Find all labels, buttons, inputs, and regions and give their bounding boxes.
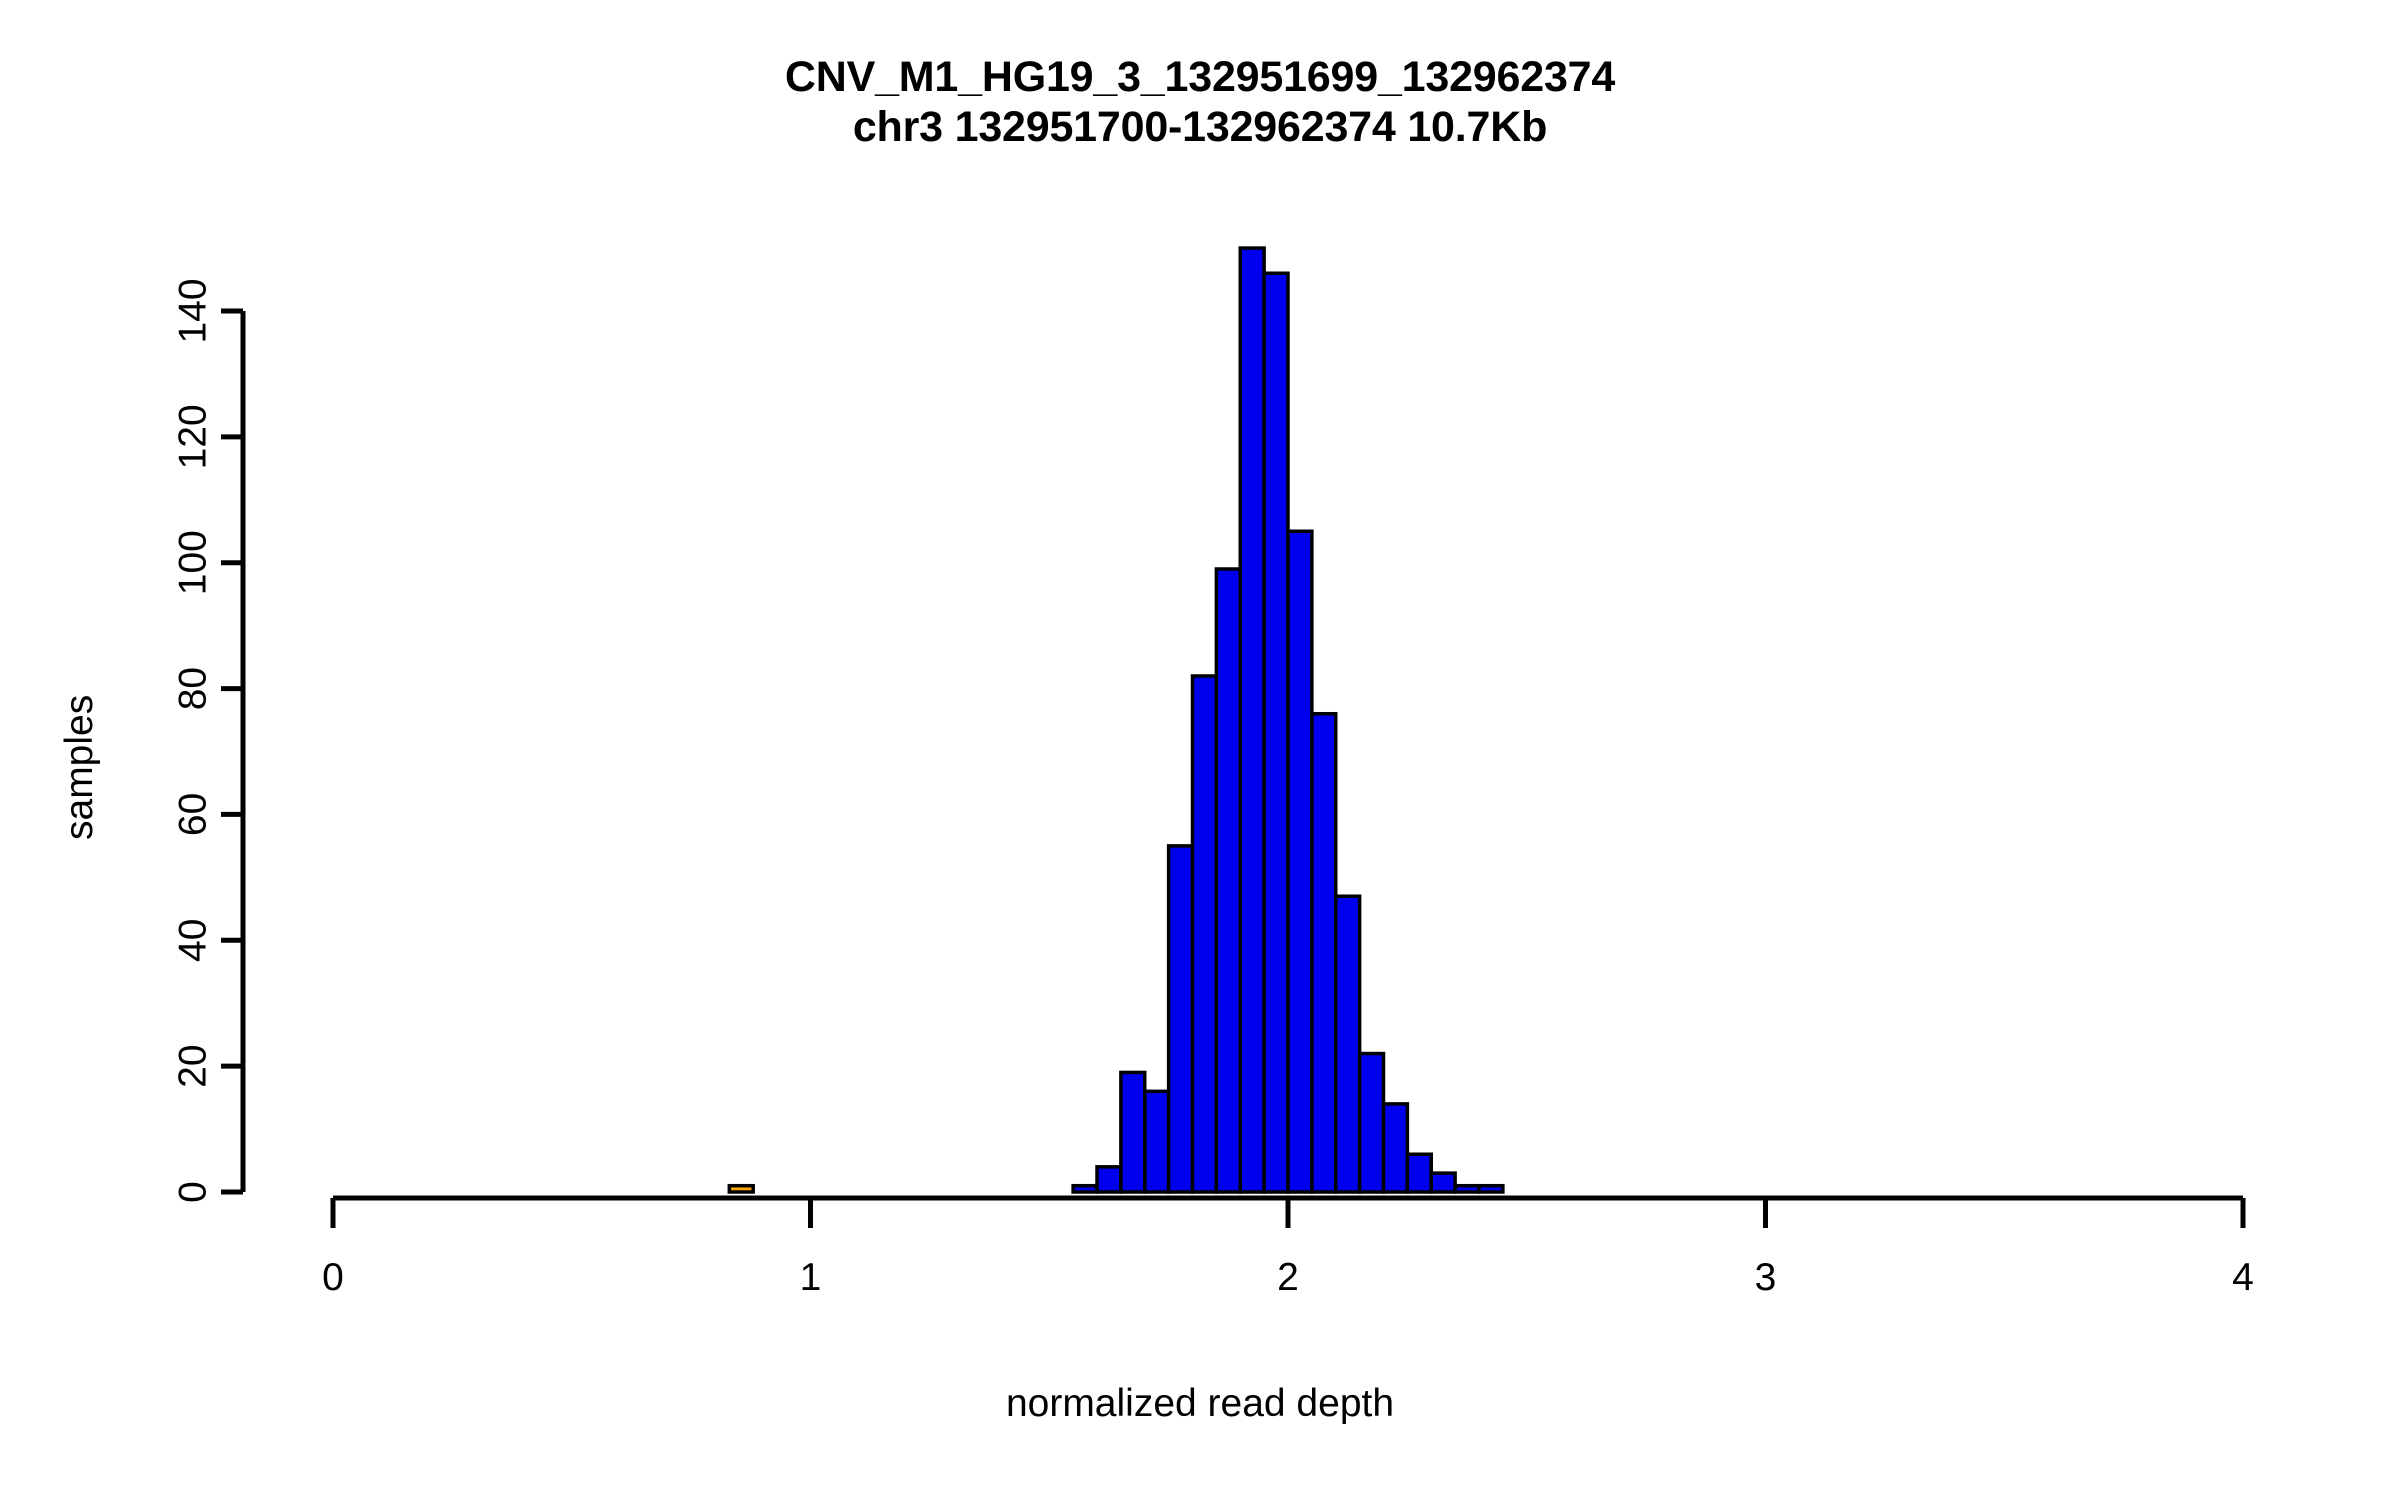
histogram-bar xyxy=(1357,1051,1386,1194)
x-tick-label: 1 xyxy=(800,1256,822,1299)
y-tick-label: 20 xyxy=(171,1044,214,1087)
y-tick-label: 80 xyxy=(171,667,214,710)
histogram-bar xyxy=(1453,1183,1481,1194)
y-tick-label: 140 xyxy=(171,278,214,343)
histogram-bar xyxy=(1286,529,1314,1194)
histogram-bar xyxy=(1214,567,1242,1194)
x-tick-label: 4 xyxy=(2232,1256,2254,1299)
histogram-bar xyxy=(1310,711,1338,1194)
histogram-bar xyxy=(1238,246,1266,1194)
histogram-bar xyxy=(1262,271,1290,1194)
histogram-bar xyxy=(1190,674,1219,1194)
x-axis-label: normalized read depth xyxy=(1005,1382,1395,1425)
histogram-bar xyxy=(727,1183,755,1194)
histogram-bar xyxy=(1119,1070,1147,1194)
histogram-bar xyxy=(1429,1171,1457,1194)
histogram-bar xyxy=(1477,1183,1505,1194)
axes-layer xyxy=(221,308,2246,1228)
y-tick-label: 0 xyxy=(171,1181,214,1203)
histogram-bar xyxy=(1405,1152,1433,1194)
y-tick-label: 100 xyxy=(171,530,214,595)
histogram-bar xyxy=(1166,844,1195,1194)
x-tick-label: 3 xyxy=(1755,1256,1777,1299)
chart-title: CNV_M1_HG19_3_132951699_132962374 xyxy=(784,53,1616,101)
x-tick-label: 0 xyxy=(322,1256,344,1299)
histogram-bar xyxy=(1143,1089,1171,1194)
y-tick-label: 60 xyxy=(171,793,214,836)
y-tick-label: 120 xyxy=(171,404,214,469)
histogram-bar xyxy=(1334,894,1362,1194)
chart-title-block: CNV_M1_HG19_3_132951699_132962374 chr3 1… xyxy=(0,52,2400,153)
y-tick-label: 40 xyxy=(171,919,214,962)
histogram-bar xyxy=(1381,1102,1410,1194)
histogram-bar xyxy=(1095,1165,1123,1194)
histogram-bar xyxy=(1071,1183,1099,1194)
x-tick-label: 2 xyxy=(1277,1256,1299,1299)
chart-subtitle: chr3 132951700-132962374 10.7Kb xyxy=(852,103,1548,152)
tick-labels-layer: 0 20 40 60 80 100 120 140 0 1 2 3 4 xyxy=(171,278,2254,1299)
bars-layer xyxy=(727,246,1505,1194)
